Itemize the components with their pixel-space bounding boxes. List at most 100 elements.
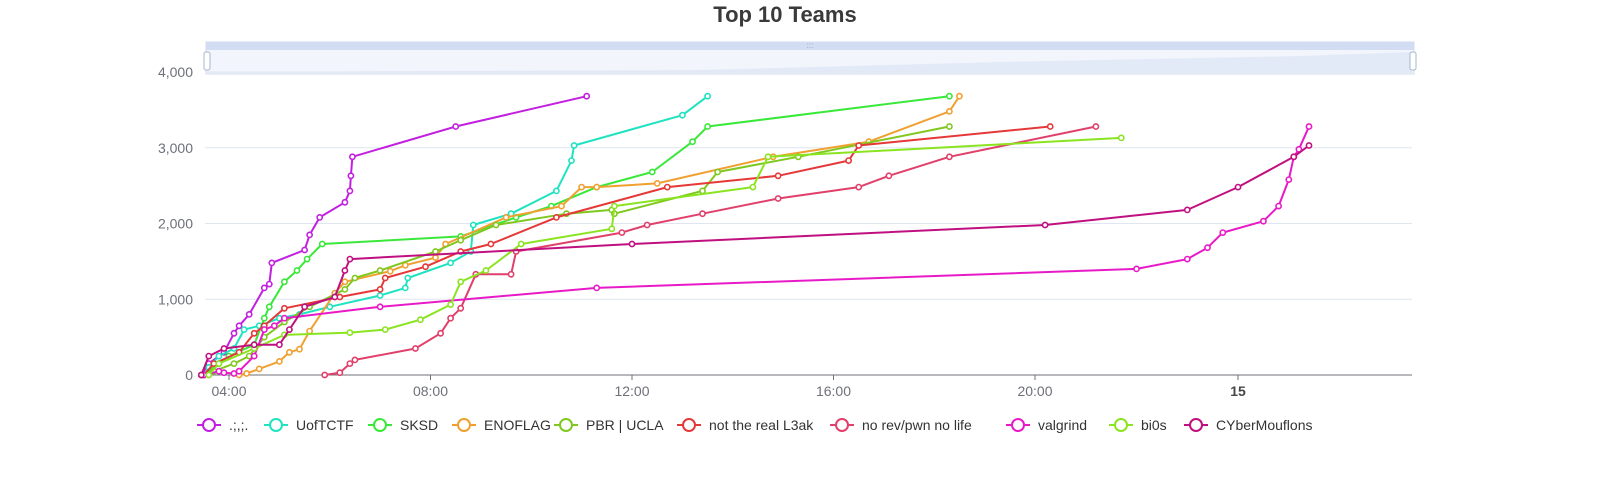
data-point[interactable]	[1260, 217, 1267, 225]
legend-item[interactable]: UofTCTF	[264, 417, 354, 433]
data-point[interactable]	[346, 329, 354, 336]
series-line[interactable]	[202, 95, 709, 376]
data-point[interactable]	[416, 316, 424, 324]
data-point[interactable]	[301, 246, 308, 254]
data-point[interactable]	[714, 168, 721, 176]
data-point[interactable]	[618, 229, 626, 236]
data-point[interactable]	[764, 153, 772, 161]
data-point[interactable]	[553, 187, 560, 195]
data-point[interactable]	[1092, 123, 1100, 130]
data-point[interactable]	[215, 360, 223, 367]
data-point[interactable]	[946, 108, 953, 115]
data-point[interactable]	[1133, 265, 1140, 273]
series-9[interactable]	[197, 142, 1313, 379]
data-point[interactable]	[260, 284, 268, 292]
data-point[interactable]	[346, 255, 354, 263]
data-point[interactable]	[376, 267, 384, 274]
data-point[interactable]	[321, 371, 329, 379]
data-point[interactable]	[250, 341, 258, 349]
data-point[interactable]	[220, 369, 228, 377]
data-point[interactable]	[447, 314, 454, 322]
data-point[interactable]	[699, 210, 706, 218]
legend-item[interactable]: no rev/pwn no life	[830, 417, 972, 433]
data-point[interactable]	[704, 92, 711, 100]
series-line[interactable]	[200, 144, 1310, 376]
legend-item[interactable]: PBR | UCLA	[554, 417, 664, 433]
data-point[interactable]	[1219, 229, 1227, 236]
legend-item[interactable]: .;,;.	[197, 417, 248, 433]
data-point[interactable]	[447, 259, 454, 267]
data-point[interactable]	[568, 157, 575, 164]
data-point[interactable]	[376, 292, 384, 299]
data-point[interactable]	[517, 240, 525, 248]
series-line[interactable]	[203, 125, 1051, 376]
data-point[interactable]	[611, 202, 618, 210]
data-point[interactable]	[492, 221, 500, 229]
data-point[interactable]	[285, 326, 293, 333]
data-point[interactable]	[457, 278, 465, 286]
series-7[interactable]	[200, 123, 1313, 379]
data-point[interactable]	[341, 267, 349, 274]
data-point[interactable]	[432, 248, 439, 255]
data-point[interactable]	[885, 172, 893, 180]
data-point[interactable]	[280, 314, 288, 322]
data-point[interactable]	[1046, 123, 1054, 130]
data-point[interactable]	[749, 183, 757, 191]
data-point[interactable]	[404, 274, 412, 282]
data-point[interactable]	[275, 341, 283, 349]
data-point[interactable]	[346, 360, 354, 367]
data-point[interactable]	[570, 142, 578, 149]
data-point[interactable]	[774, 195, 782, 202]
datazoom-left-handle[interactable]	[203, 51, 211, 71]
data-point[interactable]	[699, 187, 706, 195]
data-point[interactable]	[855, 183, 863, 191]
data-point[interactable]	[432, 254, 439, 261]
data-point[interactable]	[469, 221, 477, 229]
data-point[interactable]	[648, 168, 656, 176]
data-point[interactable]	[260, 326, 268, 333]
series-1[interactable]	[200, 92, 711, 379]
data-point[interactable]	[341, 278, 349, 286]
data-point[interactable]	[1285, 176, 1293, 183]
data-point[interactable]	[845, 157, 852, 164]
data-point[interactable]	[205, 352, 213, 360]
data-point[interactable]	[422, 263, 429, 271]
data-point[interactable]	[205, 371, 213, 379]
data-point[interactable]	[235, 322, 243, 330]
data-point[interactable]	[956, 92, 963, 100]
data-point[interactable]	[331, 293, 339, 301]
data-point[interactable]	[260, 314, 268, 322]
data-point[interactable]	[447, 301, 454, 308]
data-point[interactable]	[437, 329, 444, 337]
legend-item[interactable]: CYberMouflons	[1184, 417, 1313, 433]
data-point[interactable]	[293, 267, 301, 274]
datazoom-right-handle[interactable]	[1409, 51, 1417, 71]
data-point[interactable]	[376, 303, 384, 311]
legend-item[interactable]: valgrind	[1006, 417, 1087, 433]
data-point[interactable]	[1305, 142, 1313, 149]
data-point[interactable]	[487, 240, 495, 248]
data-point[interactable]	[381, 274, 389, 282]
data-point[interactable]	[401, 284, 409, 292]
data-point[interactable]	[1204, 244, 1211, 252]
data-point[interactable]	[578, 183, 585, 191]
series-3[interactable]	[235, 92, 963, 379]
series-5[interactable]	[200, 123, 1054, 379]
data-point[interactable]	[245, 310, 253, 318]
data-point[interactable]	[946, 92, 953, 100]
data-point[interactable]	[1275, 202, 1282, 210]
data-point[interactable]	[255, 365, 263, 373]
data-point[interactable]	[946, 153, 953, 161]
series-line[interactable]	[208, 136, 1122, 376]
data-point[interactable]	[306, 231, 313, 239]
data-point[interactable]	[306, 327, 313, 335]
data-point[interactable]	[1234, 183, 1242, 191]
data-point[interactable]	[1183, 255, 1191, 263]
series-6[interactable]	[321, 123, 1100, 379]
data-point[interactable]	[663, 183, 671, 191]
data-point[interactable]	[240, 326, 248, 333]
datazoom-slider[interactable]: :::	[203, 41, 1417, 75]
data-point[interactable]	[346, 187, 354, 195]
data-point[interactable]	[215, 352, 223, 360]
data-point[interactable]	[235, 367, 243, 375]
